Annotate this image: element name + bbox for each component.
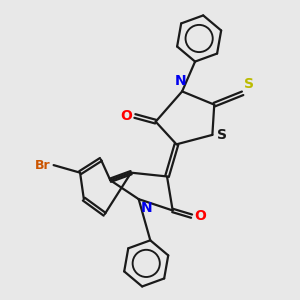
Text: O: O [120,109,132,123]
Text: O: O [195,209,206,223]
Text: S: S [244,77,254,92]
Text: Br: Br [35,159,51,172]
Text: S: S [217,128,227,142]
Text: N: N [141,201,152,215]
Text: N: N [174,74,186,88]
